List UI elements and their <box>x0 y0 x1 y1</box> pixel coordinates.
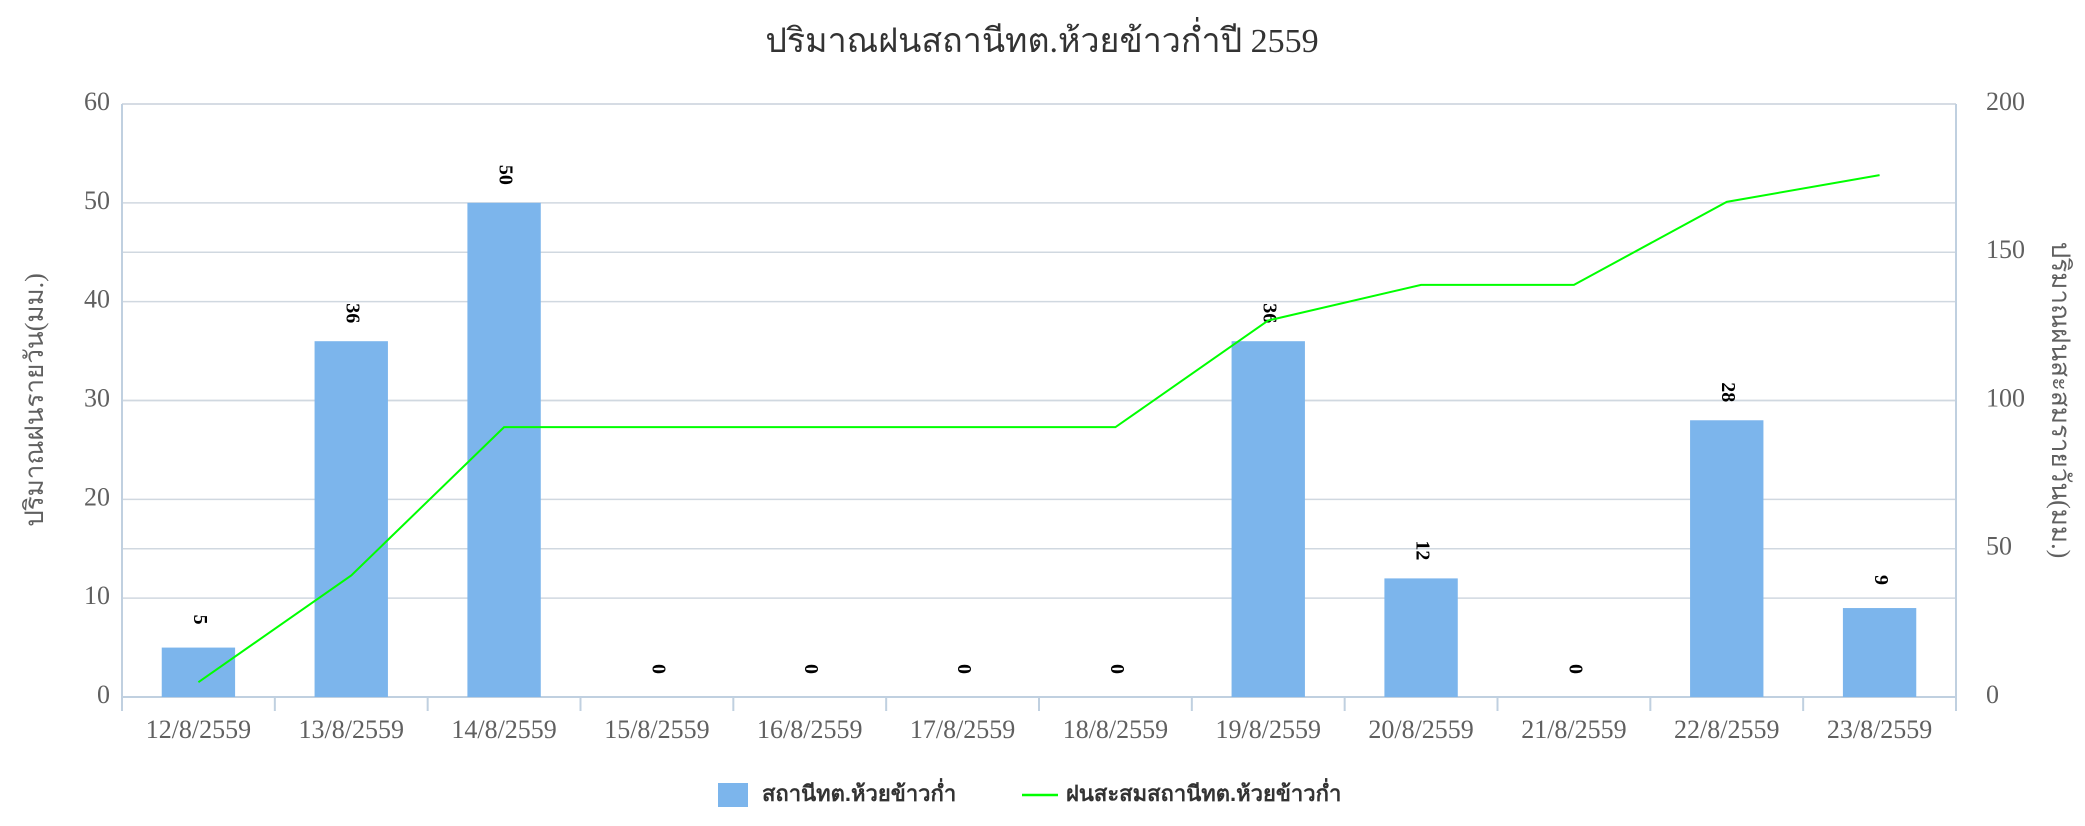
y2-axis-title: ปริมาณฝนสะสมรายวัน(มม.) <box>2046 242 2075 558</box>
legend-label[interactable]: ฝนสะสมสถานีทต.ห้วยข้าวก่ำ <box>1066 777 1341 806</box>
line <box>197 174 1880 683</box>
x-tick-label: 23/8/2559 <box>1827 715 1932 744</box>
y-tick-label: 50 <box>84 186 110 215</box>
x-tick-label: 13/8/2559 <box>299 715 404 744</box>
data-label: 0 <box>953 664 975 674</box>
y-tick-label: 20 <box>84 482 110 511</box>
bar <box>314 341 388 697</box>
data-label: 50 <box>494 165 516 185</box>
legend-label[interactable]: สถานีทต.ห้วยข้าวก่ำ <box>762 777 956 806</box>
data-label: 12 <box>1411 540 1433 560</box>
y2-tick-label: 150 <box>1986 235 2025 264</box>
data-label: 5 <box>189 615 211 625</box>
x-tick-label: 12/8/2559 <box>146 715 251 744</box>
y2-tick-label: 100 <box>1986 383 2025 412</box>
x-tick-label: 17/8/2559 <box>910 715 1015 744</box>
chart-title: ปริมาณฝนสถานีทต.ห้วยข้าวก่ำปี 2559 <box>765 17 1318 60</box>
y-tick-label: 0 <box>97 680 110 709</box>
x-tick-label: 19/8/2559 <box>1216 715 1321 744</box>
bar <box>1842 608 1917 697</box>
bar <box>467 202 541 698</box>
y2-tick-label: 200 <box>1986 87 2025 116</box>
y-axis-title: ปริมาณฝนรายวัน(มม.) <box>20 273 49 527</box>
bar <box>1384 578 1458 697</box>
legend-swatch <box>718 783 748 807</box>
x-tick-label: 21/8/2559 <box>1521 715 1626 744</box>
x-tick-label: 18/8/2559 <box>1063 715 1168 744</box>
bar <box>1231 341 1305 697</box>
y-tick-label: 30 <box>84 383 110 412</box>
y-tick-label: 40 <box>84 285 110 314</box>
data-label: 0 <box>1106 664 1128 674</box>
data-label: 0 <box>647 664 669 674</box>
data-label: 36 <box>342 303 364 323</box>
bar <box>1690 420 1764 697</box>
x-tick-label: 15/8/2559 <box>604 715 709 744</box>
y2-tick-label: 50 <box>1986 532 2012 561</box>
y-tick-label: 60 <box>84 87 110 116</box>
data-label: 9 <box>1870 575 1892 585</box>
x-tick-label: 16/8/2559 <box>757 715 862 744</box>
y-tick-label: 10 <box>84 581 110 610</box>
data-label: 0 <box>1564 664 1586 674</box>
data-label: 28 <box>1717 382 1739 402</box>
y2-tick-label: 0 <box>1986 680 1999 709</box>
bar <box>161 647 236 697</box>
x-tick-label: 22/8/2559 <box>1674 715 1779 744</box>
x-tick-label: 20/8/2559 <box>1368 715 1473 744</box>
data-label: 0 <box>800 664 822 674</box>
x-tick-label: 14/8/2559 <box>451 715 556 744</box>
